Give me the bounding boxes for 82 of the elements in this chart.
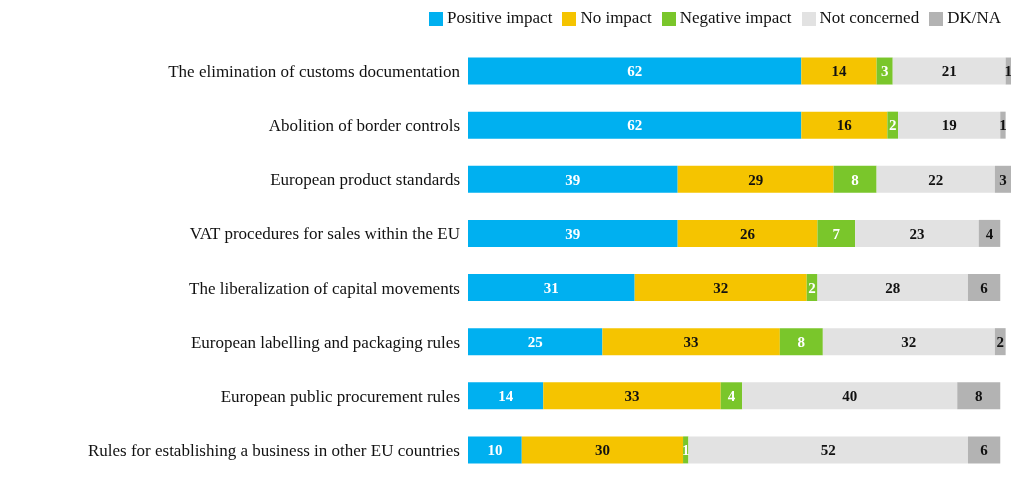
data-label: 8 [797,333,806,350]
bar [468,219,678,247]
legend-label: No impact [580,8,652,27]
data-label: 14 [498,388,514,405]
y-tick-label: European product standards [270,170,460,190]
data-label: 26 [740,225,756,242]
bar [967,274,1001,302]
data-label: 29 [748,171,764,188]
data-label: 31 [543,279,559,296]
data-label: 8 [851,171,859,188]
bar [634,274,807,302]
legend-label: Not concerned [819,8,920,27]
y-tick-label: The elimination of customs documentation [168,62,461,82]
bar [779,328,823,356]
data-label: 23 [909,225,925,242]
bar [957,382,1001,410]
data-label: 1 [1004,63,1013,80]
data-label: 19 [941,117,957,134]
bar [468,328,603,356]
data-label: 2 [888,117,897,134]
bar [967,436,1001,464]
bar [543,382,721,410]
data-label: 2 [808,279,816,296]
y-tick-label: Rules for establishing a business in other EU countries [87,440,460,460]
data-label: 2 [996,333,1004,350]
data-label: 33 [624,388,640,405]
data-label: 39 [565,171,581,188]
data-label: 14 [831,63,847,80]
y-tick-label: European labelling and packaging rules [190,332,460,352]
bar [855,219,979,247]
bar [468,111,802,139]
data-label: 32 [713,279,729,296]
bar [801,111,888,139]
data-label: 7 [832,225,841,242]
bar [688,436,968,464]
bar [468,436,522,464]
bar [677,219,818,247]
data-label: 6 [980,442,989,459]
bar [742,382,958,410]
data-label: 40 [842,388,858,405]
y-tick-label: European public procurement rules [220,386,460,406]
data-label: 30 [594,442,610,459]
data-label: 3 [880,63,889,80]
bar [876,165,995,193]
legend-label: Positive impact [447,8,553,27]
data-label: 4 [985,225,994,242]
bar [521,436,684,464]
bar [801,57,877,85]
bar [468,57,802,85]
legend-label: Negative impact [679,8,792,27]
bar [468,382,544,410]
legend-label: DK/NA [947,8,1001,27]
bar [822,328,995,356]
data-label: 62 [627,117,643,134]
bar [817,219,856,247]
data-label: 33 [683,333,699,350]
data-label: 25 [527,333,543,350]
bar [602,328,780,356]
data-label: 16 [836,117,853,134]
bar [468,165,678,193]
data-label: 6 [980,279,989,296]
data-label: 10 [487,442,503,459]
data-label: 32 [901,333,917,350]
data-label: 62 [627,63,643,80]
bar [817,274,968,302]
bar [898,111,1001,139]
y-tick-label: The liberalization of capital movements [189,278,460,298]
data-label: 21 [941,63,957,80]
data-label: 28 [885,279,901,296]
y-tick-label: VAT procedures for sales within the EU [189,224,460,244]
data-label: 3 [999,171,1007,188]
data-label: 39 [565,225,581,242]
data-label: 1 [999,117,1007,134]
data-label: 8 [974,388,983,405]
bar [468,274,635,302]
bar [892,57,1006,85]
data-label: 4 [727,388,736,405]
bar [833,165,877,193]
data-label: 52 [820,442,836,459]
bar [677,165,834,193]
y-tick-label: Abolition of border controls [268,116,460,136]
data-label: 22 [928,171,944,188]
